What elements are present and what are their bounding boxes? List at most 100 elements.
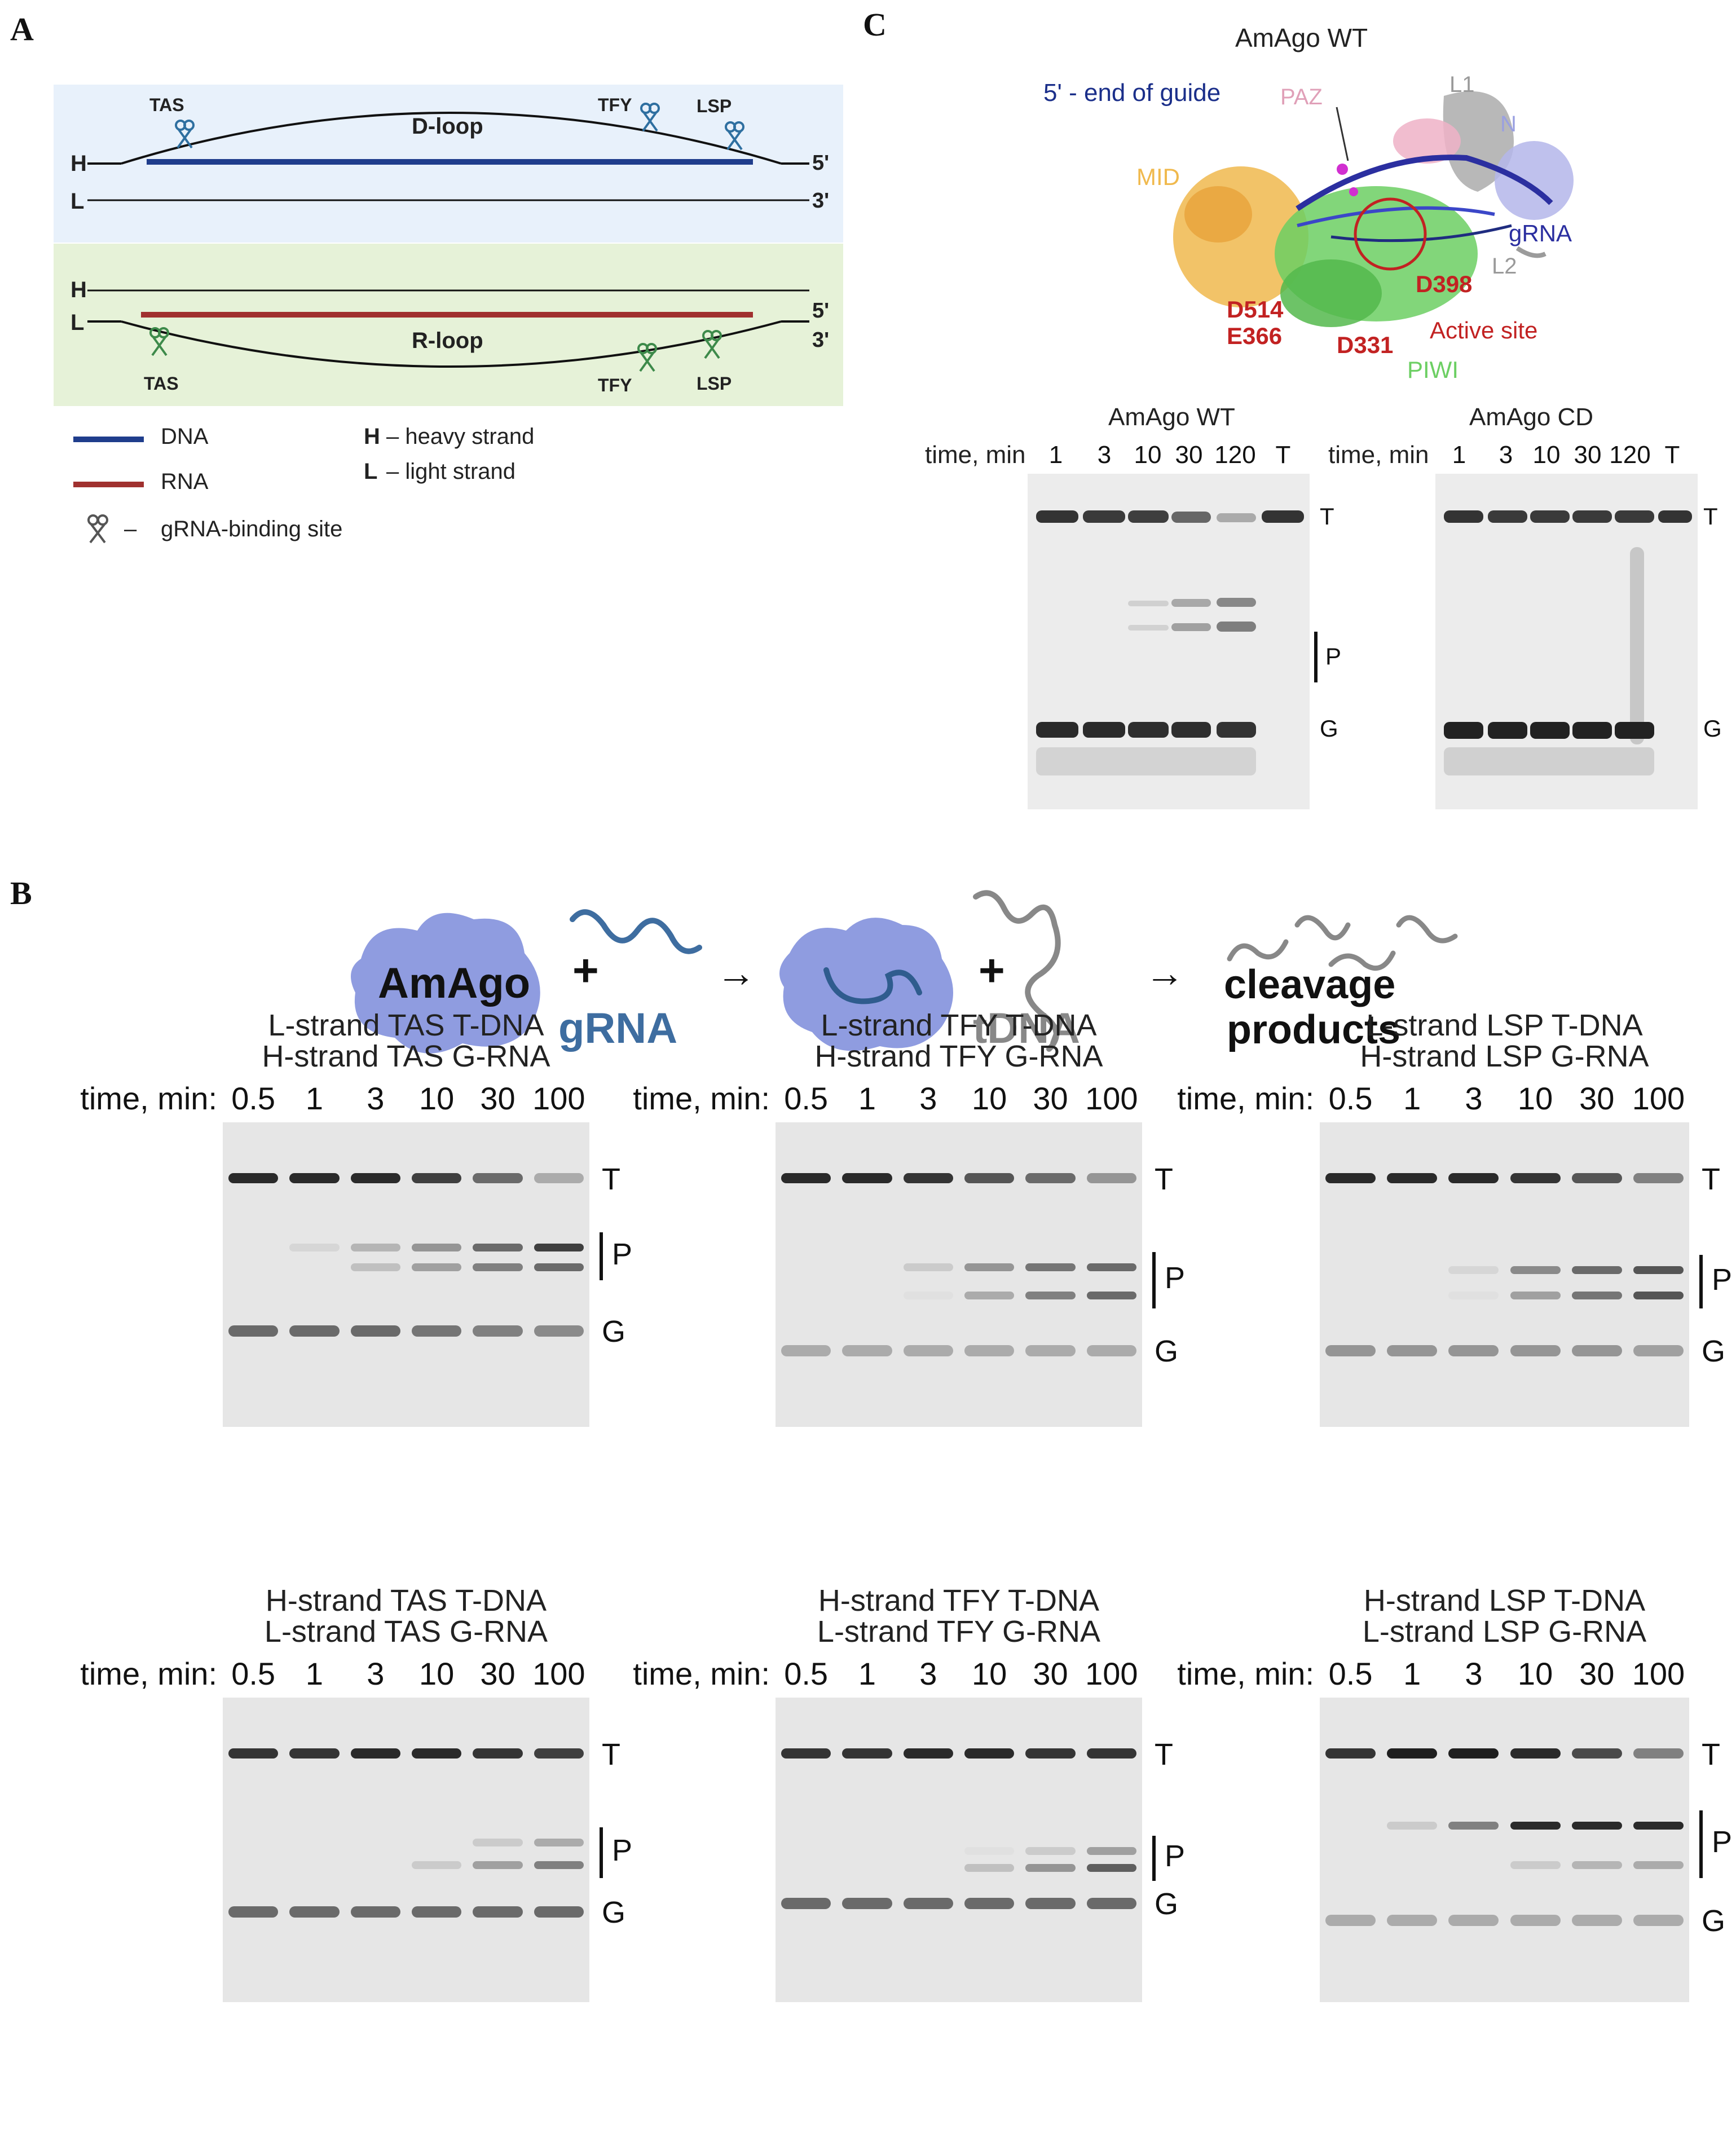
gel-lane-label: 100 — [1632, 1081, 1685, 1116]
product-fragment-icon — [1227, 939, 1289, 962]
band — [473, 1244, 523, 1251]
rloop-site-tfy: TFY — [598, 375, 632, 395]
band — [289, 1325, 340, 1337]
gel-title-line-1: H-strand TAS T-DNA — [265, 1584, 547, 1618]
label-n: N — [1500, 112, 1517, 136]
gel-time-label: time, min: — [80, 1656, 217, 1691]
gel-marker-p: P — [1712, 1262, 1733, 1297]
gel-lane-label: 10 — [419, 1656, 455, 1691]
band — [1086, 1173, 1136, 1183]
legend-dna-swatch — [73, 437, 144, 442]
gel-c-wt-time-label: time, min — [925, 441, 1026, 469]
gel-marker-g: G — [602, 1896, 626, 1929]
gel-marker-t: T — [602, 1162, 620, 1196]
gel-title-line-1: H-strand TFY T-DNA — [818, 1584, 1100, 1618]
band — [1571, 1345, 1622, 1356]
band — [1171, 722, 1211, 738]
band — [1615, 722, 1654, 739]
band — [1025, 1173, 1076, 1183]
band — [1086, 1864, 1136, 1872]
band — [350, 1244, 400, 1251]
band — [289, 1173, 340, 1183]
band — [1217, 598, 1256, 607]
band — [1036, 510, 1078, 523]
band — [534, 1325, 584, 1337]
gel-lane-label: 30 — [1033, 1081, 1068, 1116]
gel-lane-label: 10 — [972, 1656, 1007, 1691]
scheme-products-line-1: cleavage — [1224, 962, 1396, 1007]
band — [1025, 1748, 1076, 1759]
band — [781, 1748, 831, 1759]
band — [781, 1173, 831, 1183]
band — [1036, 747, 1256, 775]
band — [412, 1906, 462, 1918]
band — [1448, 1748, 1499, 1759]
dloop-three-prime: 3' — [812, 189, 830, 213]
gel-product-bracket — [1152, 1836, 1156, 1881]
band — [473, 1861, 523, 1869]
scheme-graphics — [351, 890, 1458, 1054]
band — [1510, 1915, 1561, 1926]
gel-time-label: time, min: — [633, 1656, 770, 1691]
gel-lane-label: 10 — [972, 1081, 1007, 1116]
label-grna: gRNA — [1509, 220, 1572, 246]
gel-c-wt-lane-label: 3 — [1097, 441, 1112, 469]
band — [1615, 510, 1654, 523]
scheme-plus: + — [572, 945, 599, 995]
scheme-grna-label: gRNA — [558, 1004, 678, 1052]
label-paz: PAZ — [1280, 85, 1323, 109]
band — [964, 1173, 1015, 1183]
band — [1086, 1847, 1136, 1855]
gel-marker-p: P — [1165, 1261, 1186, 1295]
band — [412, 1748, 462, 1759]
band — [1325, 1173, 1376, 1183]
band — [1444, 722, 1483, 739]
band — [1633, 1822, 1684, 1830]
band — [842, 1898, 892, 1909]
legend-rna-swatch — [73, 482, 144, 487]
band — [1571, 1292, 1622, 1299]
band — [1387, 1748, 1438, 1759]
gel-lane-label: 3 — [919, 1081, 937, 1116]
band — [1217, 722, 1256, 738]
band — [842, 1748, 892, 1759]
band — [473, 1906, 523, 1918]
band — [1171, 623, 1211, 631]
gel-title-line-2: H-strand TAS G-RNA — [262, 1039, 550, 1073]
band — [1086, 1345, 1136, 1356]
gel-image — [1320, 1698, 1689, 2002]
band — [1448, 1915, 1499, 1926]
band — [1171, 599, 1211, 607]
legend-scissors-icon — [87, 514, 108, 544]
panel-b-scheme: AmAgo + gRNA → + tDNA → cleavage product… — [338, 885, 1466, 1072]
band — [534, 1244, 584, 1251]
gel-lane-label: 3 — [367, 1656, 385, 1691]
gel-lane-label: 0.5 — [231, 1656, 276, 1691]
scissors-icon — [175, 120, 195, 149]
gel-lane-label: 10 — [1517, 1656, 1553, 1691]
band — [534, 1263, 584, 1271]
gel-c-wt-lane-label: 1 — [1048, 441, 1063, 469]
gel-image — [223, 1698, 589, 2002]
gel-marker-g: G — [1702, 1334, 1726, 1368]
rloop-three-prime: 3' — [812, 328, 830, 352]
band — [1488, 722, 1527, 739]
gel-marker-g: G — [602, 1315, 626, 1348]
band — [903, 1748, 953, 1759]
band — [964, 1748, 1015, 1759]
gel-image — [776, 1122, 1142, 1427]
panel-c-structure: AmAgo WT 5' - end of guide PAZ L1 N MID … — [902, 11, 1636, 383]
gel-lane-label: 0.5 — [1328, 1656, 1373, 1691]
tdna-squiggle-icon — [973, 890, 1061, 1052]
gel-lane-label: 30 — [1033, 1656, 1068, 1691]
band — [1448, 1822, 1499, 1830]
gel-lane-label: 30 — [1579, 1656, 1615, 1691]
gel-c-cd-lane-label: 10 — [1532, 441, 1561, 469]
band — [903, 1292, 953, 1299]
band — [964, 1847, 1015, 1855]
panel-label-b: B — [10, 875, 32, 911]
gel-c-wt-marker-p: P — [1325, 643, 1342, 669]
gel-c-wt-lane-label: 30 — [1175, 441, 1203, 469]
grna-squiggle-icon — [570, 909, 702, 954]
gel-artifact — [1630, 547, 1644, 744]
